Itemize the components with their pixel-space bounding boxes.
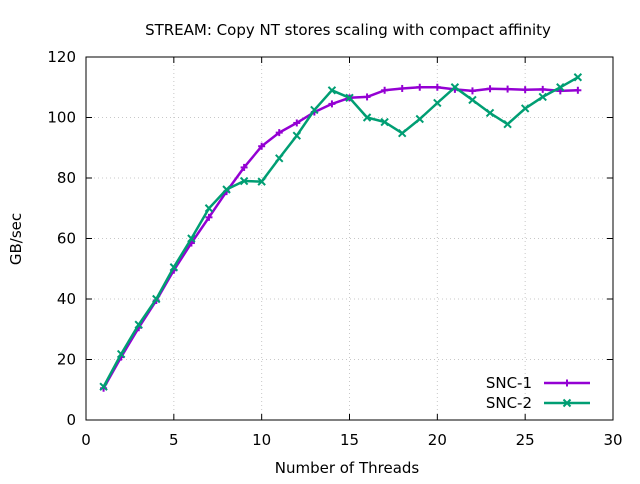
data-point — [239, 176, 249, 186]
grid-lines — [86, 57, 613, 420]
x-tick-label: 10 — [252, 431, 271, 449]
y-axis-label: GB/sec — [7, 213, 25, 265]
data-point — [503, 119, 512, 129]
data-point — [205, 213, 213, 221]
data-point — [539, 85, 547, 93]
data-point — [293, 119, 301, 127]
data-point — [433, 83, 441, 91]
series-snc-1 — [100, 83, 582, 392]
data-point — [398, 84, 406, 92]
x-tick-label: 25 — [516, 431, 535, 449]
y-tick-label: 120 — [47, 48, 76, 66]
series-layer — [99, 73, 583, 392]
y-tick-label: 100 — [47, 109, 76, 127]
y-tick-label: 60 — [57, 230, 76, 248]
legend-label: SNC-1 — [486, 374, 532, 392]
data-point — [538, 92, 547, 102]
x-tick-label: 5 — [169, 431, 179, 449]
data-point — [574, 86, 582, 94]
chart-title: STREAM: Copy NT stores scaling with comp… — [145, 21, 551, 39]
data-point — [169, 263, 179, 272]
x-tick-label: 0 — [81, 431, 91, 449]
legend-item-snc-2: SNC-2 — [486, 394, 590, 412]
data-point — [275, 154, 284, 163]
series-line — [102, 86, 578, 389]
legend-item-snc-1: SNC-1 — [486, 374, 590, 392]
data-point — [345, 93, 354, 103]
x-tick-label: 15 — [340, 431, 359, 449]
data-point — [521, 86, 529, 94]
data-point — [134, 320, 143, 329]
data-point — [116, 349, 126, 359]
data-point — [257, 177, 266, 186]
data-point — [258, 142, 266, 150]
data-point — [363, 93, 371, 101]
data-point — [415, 114, 424, 124]
axes: 0 5 10 15 20 25 30 0 20 40 60 80 100 120 — [47, 48, 622, 449]
legend: SNC-1 SNC-2 — [486, 374, 590, 412]
data-point — [327, 86, 337, 95]
data-point — [362, 113, 372, 122]
x-axis-label: Number of Threads — [275, 459, 420, 477]
x-tick-label: 20 — [428, 431, 447, 449]
data-point — [468, 95, 477, 105]
data-point — [204, 204, 214, 213]
data-point — [486, 85, 494, 93]
data-point — [504, 85, 512, 93]
legend-marker — [562, 398, 572, 408]
data-point — [240, 163, 248, 171]
data-point — [416, 83, 424, 91]
data-point — [328, 100, 336, 108]
data-point — [187, 234, 196, 243]
data-point — [275, 129, 283, 137]
data-point — [381, 86, 389, 94]
series-line — [102, 76, 579, 388]
y-tick-label: 20 — [57, 351, 76, 369]
data-point — [450, 83, 460, 92]
y-tick-label: 0 — [66, 411, 76, 429]
x-tick-label: 30 — [603, 431, 622, 449]
data-point — [222, 185, 231, 194]
data-point — [468, 87, 476, 95]
y-tick-label: 80 — [57, 169, 76, 187]
data-point — [433, 98, 442, 108]
data-point — [310, 105, 319, 115]
data-point — [485, 108, 495, 118]
legend-label: SNC-2 — [486, 394, 532, 412]
data-point — [292, 131, 302, 140]
series-snc-2 — [99, 73, 583, 391]
data-point — [99, 382, 108, 391]
legend-marker — [563, 379, 571, 387]
y-tick-label: 40 — [57, 290, 76, 308]
data-point — [520, 104, 530, 113]
data-point — [380, 117, 389, 127]
data-point — [397, 129, 407, 138]
data-point — [573, 73, 583, 82]
data-point — [556, 83, 565, 92]
data-point — [152, 294, 161, 304]
